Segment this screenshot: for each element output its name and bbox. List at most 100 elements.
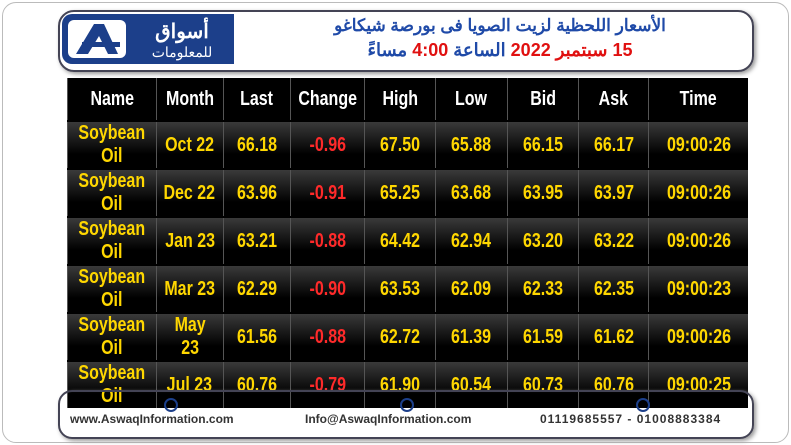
table-cell: Soybean Oil (67, 264, 157, 313)
table-cell: 64.42 (364, 216, 436, 265)
mail-icon (400, 398, 414, 412)
column-header-text: Time (680, 87, 718, 110)
table-cell: May 23 (155, 312, 224, 361)
column-header: Bid (506, 78, 579, 121)
price-table: Name Month Last Change High Low Bid Ask Time Soyb… (67, 78, 748, 408)
table-row: Soybean Oil May 23 61.56 -0.88 62.72 61.39 61.… (67, 312, 748, 361)
table-cell: 62.35 (578, 264, 649, 313)
cell-text: 63.20 (522, 229, 563, 252)
table-cell: 63.20 (506, 216, 579, 265)
cell-text: Soybean Oil (78, 266, 146, 311)
table-row: Soybean Oil Mar 23 62.29 -0.90 63.53 62.09 62.… (67, 264, 748, 313)
cell-text: Soybean Oil (78, 122, 146, 167)
subtitle-word: الساعة (453, 40, 506, 60)
cell-text: 62.72 (380, 325, 421, 348)
footer-phone: 01119685557 - 01008883384 (540, 412, 722, 426)
table-cell: 63.97 (578, 168, 649, 217)
table-cell: 62.29 (222, 264, 291, 313)
logo-graphic: أسواق للمعلومات (68, 17, 213, 61)
phone-icon (636, 398, 650, 412)
cell-text: -0.88 (309, 229, 346, 252)
cell-text: 63.95 (522, 181, 563, 204)
table-cell: 09:00:23 (648, 264, 748, 313)
footer-box (58, 390, 754, 439)
cell-text: Mar 23 (164, 277, 215, 300)
cell-text: Oct 22 (165, 133, 215, 156)
column-header: Time (648, 78, 748, 121)
column-header-text: Name (89, 87, 134, 110)
subtitle-time: 4:00 (412, 40, 449, 60)
logo-name: أسواق (155, 17, 209, 44)
cell-text: 09:00:23 (666, 277, 731, 300)
table-cell: 61.62 (578, 312, 649, 361)
cell-text: Soybean Oil (78, 218, 146, 263)
column-header: Low (435, 78, 508, 121)
table-cell: Soybean Oil (67, 120, 157, 169)
column-header-text: Ask (598, 87, 629, 110)
cell-text: 67.50 (380, 133, 421, 156)
cell-text: 63.21 (236, 229, 277, 252)
table-cell: 61.90 (364, 360, 436, 408)
table-cell: -0.88 (289, 312, 365, 361)
cell-text: 63.97 (593, 181, 634, 204)
cell-text: 63.96 (236, 181, 277, 204)
logo-tagline: للمعلومات (152, 44, 213, 61)
subtitle-period: مساءً (367, 40, 408, 60)
table-cell: 62.33 (506, 264, 579, 313)
cell-text: 61.56 (236, 325, 277, 348)
logo: أسواق للمعلومات (62, 14, 234, 64)
table-cell: 65.88 (435, 120, 508, 169)
table-cell: 66.15 (506, 120, 579, 169)
table-cell: 63.22 (578, 216, 649, 265)
column-header-text: High (382, 87, 418, 110)
cell-text: 09:00:26 (666, 181, 731, 204)
cell-text: 09:00:26 (666, 229, 731, 252)
table-cell: 63.68 (435, 168, 508, 217)
column-header: High (364, 78, 436, 121)
cell-text: 61.39 (451, 325, 492, 348)
column-header-text: Low (455, 87, 488, 110)
table-cell: Jan 23 (155, 216, 224, 265)
column-header: Month (155, 78, 224, 121)
cell-text: 65.88 (451, 133, 492, 156)
cell-text: 62.29 (236, 277, 277, 300)
table-cell: Mar 23 (155, 264, 224, 313)
cell-text: Jan 23 (164, 229, 215, 252)
table-cell: 62.72 (364, 312, 436, 361)
table-cell: Soybean Oil (67, 168, 157, 217)
table-cell: 09:00:26 (648, 168, 748, 217)
column-header: Last (222, 78, 291, 121)
column-header-text: Last (240, 87, 274, 110)
cell-text: 63.68 (451, 181, 492, 204)
header-box (58, 10, 754, 72)
cell-text: 61.62 (593, 325, 634, 348)
table-cell: Dec 22 (155, 168, 224, 217)
cell-text: 66.15 (522, 133, 563, 156)
table-row: Soybean Oil Dec 22 63.96 -0.91 65.25 63.68 63.… (67, 168, 748, 217)
table-cell: 60.76 (222, 360, 291, 408)
table-cell: 61.39 (435, 312, 508, 361)
table-cell: -0.91 (289, 168, 365, 217)
logo-icon-bar (82, 42, 120, 47)
cell-text: May 23 (174, 314, 206, 359)
table-cell: Soybean Oil (67, 312, 157, 361)
table-cell: 65.25 (364, 168, 436, 217)
cell-text: 61.59 (522, 325, 563, 348)
table-cell: -0.79 (289, 360, 365, 408)
cell-text: 65.25 (380, 181, 421, 204)
subtitle-date: 15 سبتمبر 2022 (510, 40, 633, 60)
header-row: Name Month Last Change High Low Bid Ask Time (67, 78, 748, 121)
web-icon (164, 398, 178, 412)
column-header-text: Bid (530, 87, 556, 110)
cell-text: -0.90 (309, 277, 346, 300)
column-header: Change (289, 78, 365, 121)
table-cell: 63.21 (222, 216, 291, 265)
column-header: Name (67, 78, 157, 121)
cell-text: 63.22 (593, 229, 634, 252)
table-body: Soybean Oil Oct 22 66.18 -0.96 67.50 65.88 66.… (67, 120, 748, 408)
footer-website: www.AswaqInformation.com (70, 412, 234, 426)
cell-text: 64.42 (380, 229, 421, 252)
cell-text: 62.33 (522, 277, 563, 300)
table-cell: Soybean Oil (67, 216, 157, 265)
table-cell: 61.59 (506, 312, 579, 361)
